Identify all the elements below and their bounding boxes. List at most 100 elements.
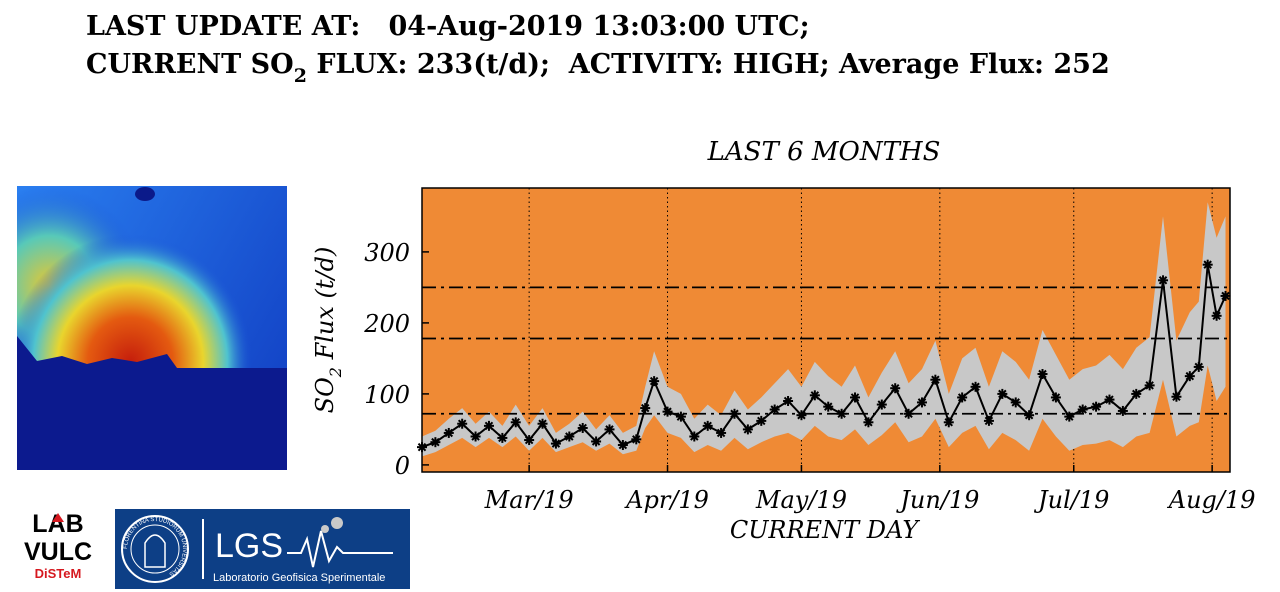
x-tick-label: Jul/19	[1033, 486, 1109, 514]
flux-point	[1131, 388, 1142, 399]
flux-range-band	[422, 202, 1226, 457]
x-tick-label: May/19	[755, 486, 847, 514]
flux-point	[617, 440, 628, 451]
flux-point	[689, 431, 700, 442]
flux-point	[524, 435, 535, 446]
flux-point	[443, 427, 454, 438]
x-tick-label: Apr/19	[624, 486, 709, 514]
flux-point	[470, 431, 481, 442]
seismograph-icon	[287, 530, 393, 568]
flux-point	[1220, 290, 1231, 301]
flux-point	[957, 392, 968, 403]
flux-point	[823, 401, 834, 412]
flux-point	[497, 432, 508, 443]
flux-point	[1211, 310, 1222, 321]
flux-point	[1104, 394, 1115, 405]
flux-point	[457, 418, 468, 429]
chart-title: LAST 6 MONTHS	[707, 137, 941, 167]
flux-point	[564, 431, 575, 442]
labvulc-logo-line3: DiSTeM	[35, 566, 82, 581]
flux-point	[1171, 391, 1182, 402]
flux-point	[916, 397, 927, 408]
flux-point	[890, 383, 901, 394]
flux-label-suffix: FLUX: 233(t/d); ACTIVITY: HIGH; Average …	[306, 49, 1110, 80]
flux-point	[430, 437, 441, 448]
flux-series	[417, 259, 1231, 453]
y-axis-label-prefix: SO	[311, 377, 339, 413]
x-tick-label: Mar/19	[484, 486, 574, 514]
flux-point	[863, 417, 874, 428]
flux-point	[809, 390, 820, 401]
flux-point	[1202, 259, 1213, 270]
labvulc-logo: LAB VULC DiSTeM	[24, 510, 92, 581]
flux-point	[716, 427, 727, 438]
flux-band-area	[422, 202, 1226, 457]
plot-frame	[421, 187, 1231, 473]
flux-point	[836, 408, 847, 419]
flux-point	[675, 411, 686, 422]
flux-point	[1091, 401, 1102, 412]
x-axis-ticks: Mar/19 Apr/19 May/19 Jun/19 Jul/19 Aug/19	[484, 465, 1256, 514]
flux-point	[1037, 369, 1048, 380]
flux-point	[970, 381, 981, 392]
x-tick-label: Jun/19	[895, 486, 979, 514]
y-axis-ticks: 0 100 200 300	[363, 239, 429, 480]
flux-point	[903, 408, 914, 419]
flux-point	[769, 404, 780, 415]
flux-point	[997, 388, 1008, 399]
flux-point	[742, 424, 753, 435]
flux-point	[604, 424, 615, 435]
flux-point	[876, 399, 887, 410]
flux-point	[1050, 392, 1061, 403]
flux-point	[537, 418, 548, 429]
volcano-icon	[52, 513, 64, 522]
y-axis-label: SO2 Flux (t/d)	[311, 247, 345, 414]
flux-label-prefix: CURRENT SO	[86, 49, 294, 80]
flux-point	[1010, 397, 1021, 408]
flux-point	[483, 420, 494, 431]
lgs-caption: Laboratorio Geofisica Sperimentale	[213, 572, 385, 584]
flux-point	[662, 406, 673, 417]
plume-image	[17, 186, 287, 470]
y-tick-label: 100	[364, 381, 410, 409]
labvulc-logo-line2: VULC	[24, 538, 92, 566]
flux-point	[631, 434, 642, 445]
flux-point	[783, 396, 794, 406]
flux-point	[591, 436, 602, 447]
flux-point	[510, 417, 521, 428]
lgs-name: LGS	[215, 527, 283, 565]
y-tick-label: 200	[363, 310, 410, 338]
flux-point	[756, 415, 767, 426]
flux-point	[1077, 404, 1088, 415]
flux-point	[850, 392, 861, 403]
flux-label-subscript: 2	[293, 65, 307, 87]
flux-point	[1158, 275, 1169, 286]
last-update-line: LAST UPDATE AT: 04-Aug-2019 13:03:00 UTC…	[86, 11, 810, 42]
flux-point	[640, 403, 651, 414]
current-flux-line: CURRENT SO2 FLUX: 233(t/d); ACTIVITY: HI…	[86, 46, 1110, 87]
flux-point	[577, 422, 588, 433]
x-tick-label: Aug/19	[1167, 486, 1256, 514]
flux-point	[1184, 371, 1195, 382]
y-axis-label-subscript: 2	[326, 367, 345, 378]
university-seal-icon	[121, 515, 189, 583]
flux-point	[1193, 361, 1204, 372]
flux-point	[796, 410, 807, 421]
flux-point	[983, 415, 994, 426]
flux-point	[943, 417, 954, 428]
flux-point	[702, 420, 713, 431]
flux-point	[1064, 411, 1075, 422]
flux-point	[1117, 405, 1128, 416]
flux-point	[649, 376, 660, 387]
flux-point	[550, 438, 561, 449]
flux-point	[930, 374, 941, 385]
y-tick-label: 300	[364, 239, 410, 267]
x-axis-label: CURRENT DAY	[730, 516, 920, 544]
flux-point	[1144, 380, 1155, 391]
flux-point	[729, 408, 740, 419]
flux-point	[1024, 410, 1035, 421]
status-header: LAST UPDATE AT: 04-Aug-2019 13:03:00 UTC…	[86, 8, 1110, 87]
y-axis-label-suffix: Flux (t/d)	[311, 247, 339, 367]
lgs-logo: FLORENTINA STUDIORUM UNIVERSITAS LGS Lab…	[115, 509, 410, 589]
